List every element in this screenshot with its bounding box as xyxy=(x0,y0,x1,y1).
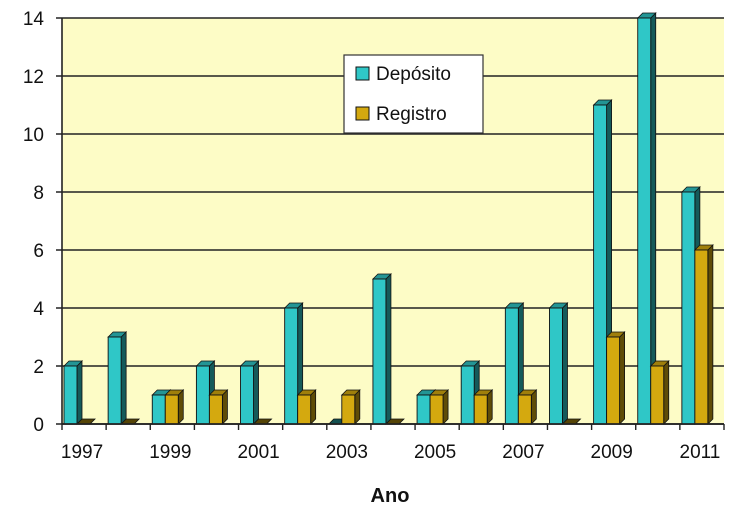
y-tick-label: 2 xyxy=(33,357,44,378)
bar-deposito-2008 xyxy=(548,302,569,425)
legend: Depósito Registro xyxy=(343,54,484,134)
bar-registro-2011 xyxy=(693,244,714,425)
x-tick-label: 1999 xyxy=(149,442,191,463)
axes xyxy=(61,18,725,430)
bars xyxy=(63,12,714,425)
legend-label: Registro xyxy=(376,104,447,125)
bar-deposito-2004 xyxy=(371,273,392,425)
bar-deposito-2001 xyxy=(239,360,260,425)
bar-registro-2002 xyxy=(296,389,317,425)
x-axis-ticks: 1997 1999 2001 2003 2005 2007 2009 2011 xyxy=(61,442,720,463)
bar-registro-2009 xyxy=(605,331,626,425)
y-tick-label: 10 xyxy=(23,125,44,146)
bar-registro-1999 xyxy=(164,389,185,425)
bar-registro-2007 xyxy=(517,389,538,425)
y-tick-label: 4 xyxy=(33,299,44,320)
bar-registro-2005 xyxy=(429,389,450,425)
x-tick-label: 1997 xyxy=(61,442,103,463)
bar-registro-2000 xyxy=(208,389,229,425)
bar-deposito-2010 xyxy=(636,12,657,425)
x-tick-label: 2005 xyxy=(414,442,456,463)
x-tick-label: 2009 xyxy=(591,442,633,463)
bar-registro-2003 xyxy=(340,389,361,425)
y-tick-label: 0 xyxy=(33,415,44,436)
bar-deposito-1997 xyxy=(63,360,83,425)
x-tick-label: 2011 xyxy=(680,442,721,463)
legend-swatch xyxy=(355,66,370,81)
bar-registro-2010 xyxy=(649,360,670,425)
y-tick-label: 12 xyxy=(23,67,44,88)
x-axis-title: Ano xyxy=(371,485,410,507)
y-tick-label: 6 xyxy=(33,241,44,262)
x-tick-label: 2003 xyxy=(326,442,368,463)
x-tick-label: 2001 xyxy=(237,442,279,463)
y-axis-ticks: 0 2 4 6 8 10 12 14 xyxy=(23,9,45,436)
y-tick-label: 8 xyxy=(33,183,44,204)
bar-deposito-1998 xyxy=(107,331,128,425)
bar-registro-2006 xyxy=(473,389,494,425)
legend-swatch xyxy=(355,106,370,121)
legend-label: Depósito xyxy=(376,64,451,85)
x-tick-label: 2007 xyxy=(502,442,544,463)
y-tick-label: 14 xyxy=(23,9,45,30)
